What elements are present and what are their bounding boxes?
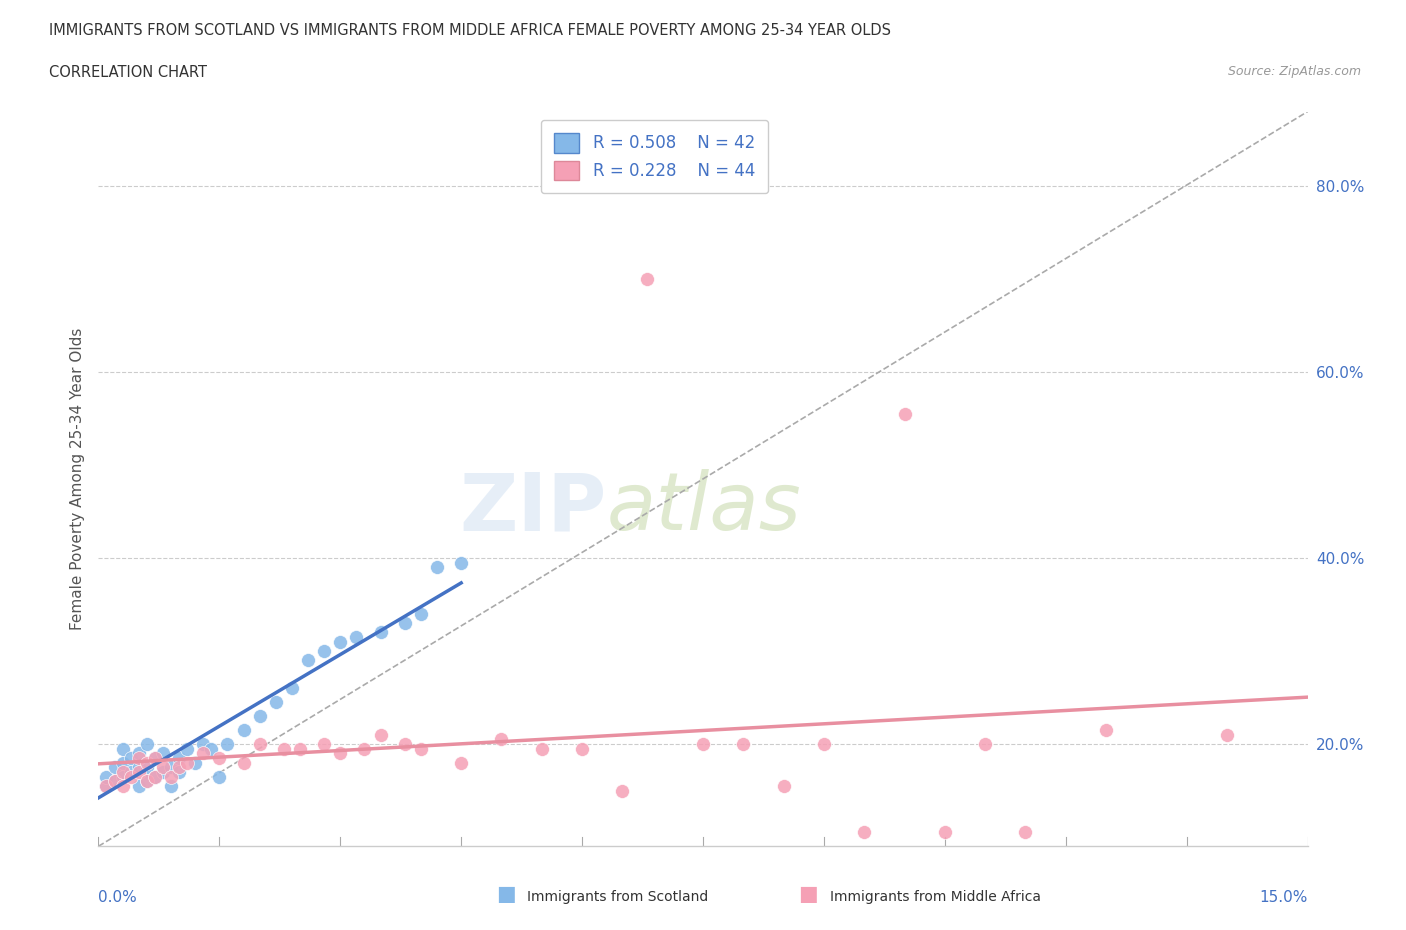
Point <box>128 760 150 775</box>
Point <box>344 630 367 644</box>
Point <box>409 606 432 621</box>
Point <box>772 778 794 793</box>
Point <box>1216 727 1239 742</box>
Point <box>692 737 714 751</box>
Point <box>193 737 215 751</box>
Point <box>120 764 142 779</box>
Point <box>297 653 319 668</box>
Point <box>111 741 134 756</box>
Point <box>167 760 190 775</box>
Point <box>450 555 472 570</box>
Point <box>893 406 915 421</box>
Point <box>176 741 198 756</box>
Point <box>934 825 956 840</box>
Point <box>232 723 254 737</box>
Point <box>135 774 157 789</box>
Point <box>571 741 593 756</box>
Point <box>143 769 166 784</box>
Point <box>329 634 352 649</box>
Point <box>288 741 311 756</box>
Point <box>193 746 215 761</box>
Point <box>184 755 207 770</box>
Text: 0.0%: 0.0% <box>98 890 138 906</box>
Point <box>143 769 166 784</box>
Point <box>249 709 271 724</box>
Point <box>152 760 174 775</box>
Text: Immigrants from Middle Africa: Immigrants from Middle Africa <box>830 890 1040 904</box>
Text: Immigrants from Scotland: Immigrants from Scotland <box>527 890 709 904</box>
Point <box>135 737 157 751</box>
Point <box>103 774 125 789</box>
Point <box>314 737 336 751</box>
Y-axis label: Female Poverty Among 25-34 Year Olds: Female Poverty Among 25-34 Year Olds <box>69 327 84 631</box>
Point <box>370 625 392 640</box>
Text: atlas: atlas <box>606 470 801 548</box>
Text: Source: ZipAtlas.com: Source: ZipAtlas.com <box>1227 65 1361 78</box>
Point <box>111 769 134 784</box>
Point <box>264 695 287 710</box>
Point <box>329 746 352 761</box>
Point <box>152 746 174 761</box>
Point <box>636 272 658 286</box>
Point <box>167 751 190 765</box>
Legend: R = 0.508    N = 42, R = 0.228    N = 44: R = 0.508 N = 42, R = 0.228 N = 44 <box>541 120 768 193</box>
Point <box>530 741 553 756</box>
Point <box>167 764 190 779</box>
Point <box>96 769 118 784</box>
Text: ■: ■ <box>799 884 818 904</box>
Point <box>96 778 118 793</box>
Text: ZIP: ZIP <box>458 470 606 548</box>
Point <box>128 778 150 793</box>
Point <box>152 764 174 779</box>
Point <box>491 732 513 747</box>
Point <box>1095 723 1118 737</box>
Point <box>208 751 231 765</box>
Point <box>135 755 157 770</box>
Point <box>1014 825 1036 840</box>
Text: IMMIGRANTS FROM SCOTLAND VS IMMIGRANTS FROM MIDDLE AFRICA FEMALE POVERTY AMONG 2: IMMIGRANTS FROM SCOTLAND VS IMMIGRANTS F… <box>49 23 891 38</box>
Point <box>160 760 183 775</box>
Point <box>249 737 271 751</box>
Point <box>208 769 231 784</box>
Point <box>111 764 134 779</box>
Point <box>853 825 876 840</box>
Text: CORRELATION CHART: CORRELATION CHART <box>49 65 207 80</box>
Point <box>974 737 997 751</box>
Point <box>111 778 134 793</box>
Point <box>200 741 222 756</box>
Point <box>217 737 239 751</box>
Point <box>450 755 472 770</box>
Point <box>128 746 150 761</box>
Point <box>128 751 150 765</box>
Point <box>103 774 125 789</box>
Text: ■: ■ <box>496 884 516 904</box>
Point <box>120 769 142 784</box>
Point <box>273 741 295 756</box>
Point <box>160 769 183 784</box>
Point <box>135 760 157 775</box>
Point <box>143 751 166 765</box>
Point <box>160 778 183 793</box>
Point <box>135 774 157 789</box>
Point <box>370 727 392 742</box>
Point <box>353 741 375 756</box>
Point <box>612 783 634 798</box>
Point <box>111 755 134 770</box>
Point <box>96 778 118 793</box>
Point <box>128 764 150 779</box>
Point <box>394 737 416 751</box>
Point <box>103 760 125 775</box>
Point <box>426 560 449 575</box>
Point <box>176 755 198 770</box>
Text: 15.0%: 15.0% <box>1260 890 1308 906</box>
Point <box>314 644 336 658</box>
Point <box>733 737 755 751</box>
Point <box>143 751 166 765</box>
Point <box>813 737 835 751</box>
Point <box>281 681 304 696</box>
Point <box>394 616 416 631</box>
Point <box>409 741 432 756</box>
Point <box>232 755 254 770</box>
Point <box>120 751 142 765</box>
